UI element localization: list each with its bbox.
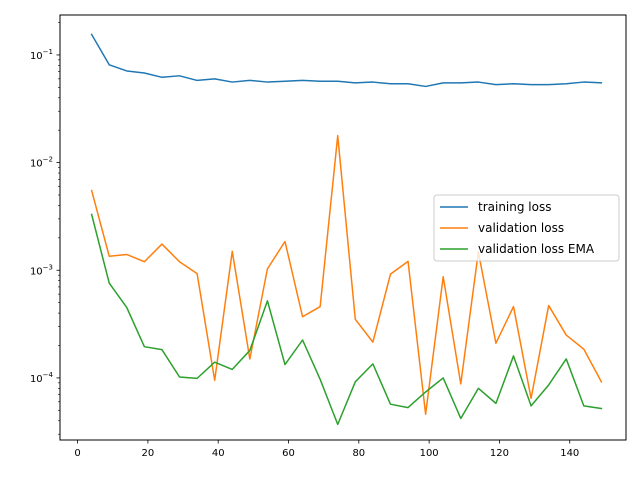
legend-label: validation loss xyxy=(478,221,564,235)
y-tick-label: 10−1 xyxy=(30,48,53,62)
x-tick-label: 140 xyxy=(560,448,579,459)
legend: training loss validation loss validation l… xyxy=(433,194,620,262)
x-tick-label: 120 xyxy=(490,448,509,459)
series-line-1 xyxy=(90,134,603,415)
x-tick-label: 100 xyxy=(420,448,439,459)
series-line-2 xyxy=(90,213,603,426)
x-tick-label: 60 xyxy=(282,448,295,459)
plot-area xyxy=(90,33,603,426)
y-tick-label: 10−3 xyxy=(30,263,53,277)
x-tick-label: 20 xyxy=(142,448,155,459)
y-tick-label: 10−4 xyxy=(30,371,54,385)
y-axis: 10−4 10−3 10−2 10−1 xyxy=(30,22,60,435)
x-tick-label: 0 xyxy=(74,448,80,459)
legend-label: training loss xyxy=(478,200,551,214)
legend-box xyxy=(433,194,620,262)
x-tick-label: 40 xyxy=(212,448,225,459)
series-line-0 xyxy=(90,33,603,88)
y-tick-label: 10−2 xyxy=(30,156,53,170)
x-tick-label: 80 xyxy=(352,448,365,459)
x-axis: 0 20 40 60 80 100 120 140 xyxy=(74,440,579,459)
legend-label: validation loss EMA xyxy=(478,242,595,256)
axes-frame xyxy=(59,14,627,441)
